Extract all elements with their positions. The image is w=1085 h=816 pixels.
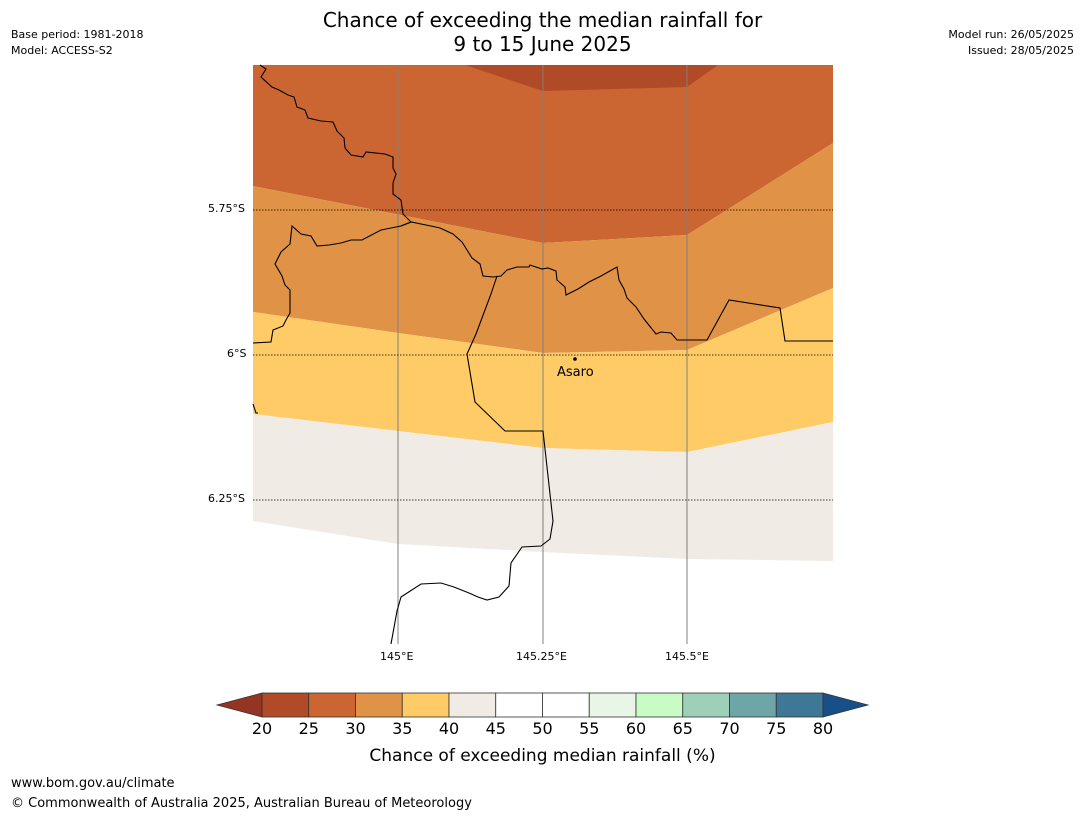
- colorbar-segment: [542, 692, 590, 718]
- place-label-asaro: Asaro: [557, 365, 594, 380]
- model-name: Model: ACCESS-S2: [11, 44, 113, 57]
- colorbar-segment: [308, 692, 356, 718]
- footer-url: www.bom.gov.au/climate: [11, 776, 175, 791]
- colorbar-segment: [401, 692, 450, 718]
- colorbar-segment: [588, 692, 637, 718]
- colorbar-title: Chance of exceeding median rainfall (%): [369, 746, 716, 766]
- lat-label-5-75: 5.75°S: [208, 202, 245, 215]
- boundary-west-edge: [252, 403, 258, 414]
- colorbar-segment: [261, 692, 310, 718]
- colorbar-tick-label: 65: [672, 719, 693, 738]
- colorbar-segment: [682, 692, 730, 718]
- issued-date: Issued: 28/05/2025: [967, 44, 1074, 57]
- title-line-1: Chance of exceeding the median rainfall …: [322, 8, 763, 32]
- colorbar-tick-label: 80: [812, 719, 834, 738]
- colorbar-under-arrow: [215, 692, 263, 718]
- colorbar-tick-label: 45: [485, 719, 506, 738]
- lat-label-6: 6°S: [227, 347, 247, 360]
- lon-label-145-25: 145.25°E: [516, 650, 567, 663]
- footer-copyright: © Commonwealth of Australia 2025, Austra…: [11, 796, 472, 811]
- colorbar-tick-label: 50: [532, 719, 553, 738]
- title-line-2: 9 to 15 June 2025: [453, 32, 632, 56]
- colorbar-segment: [355, 692, 403, 718]
- colorbar-tick-label: 55: [579, 719, 600, 738]
- lon-label-145-5: 145.5°E: [665, 650, 709, 663]
- colorbar: [215, 692, 870, 718]
- colorbar-tick-label: 20: [251, 719, 273, 738]
- base-period: Base period: 1981-2018: [11, 28, 144, 41]
- colorbar-tick-label: 60: [625, 719, 647, 738]
- colorbar-segment: [495, 692, 543, 718]
- colorbar-segment: [448, 692, 497, 718]
- boundary-south: [390, 275, 554, 645]
- map-title: Chance of exceeding the median rainfall …: [0, 8, 1085, 56]
- meta-right: Model run: 26/05/2025 Issued: 28/05/2025: [948, 27, 1074, 59]
- meta-left: Base period: 1981-2018 Model: ACCESS-S2: [11, 27, 143, 59]
- colorbar-segment: [775, 692, 824, 718]
- asaro-marker: [573, 357, 577, 361]
- model-run: Model run: 26/05/2025: [948, 28, 1074, 41]
- lon-label-145: 145°E: [380, 650, 414, 663]
- colorbar-over-arrow: [822, 692, 870, 718]
- boundary-northwest: [259, 64, 412, 227]
- boundary-central: [252, 224, 402, 344]
- colorbar-segment: [635, 692, 684, 718]
- colorbar-tick-label: 70: [719, 719, 740, 738]
- colorbar-tick-label: 40: [438, 719, 460, 738]
- colorbar-tick-label: 35: [392, 719, 413, 738]
- boundary-east: [400, 221, 833, 342]
- lat-label-6-25: 6.25°S: [208, 492, 245, 505]
- colorbar-segment: [729, 692, 777, 718]
- colorbar-tick-label: 25: [298, 719, 319, 738]
- colorbar-tick-label: 75: [766, 719, 787, 738]
- colorbar-tick-label: 30: [345, 719, 366, 738]
